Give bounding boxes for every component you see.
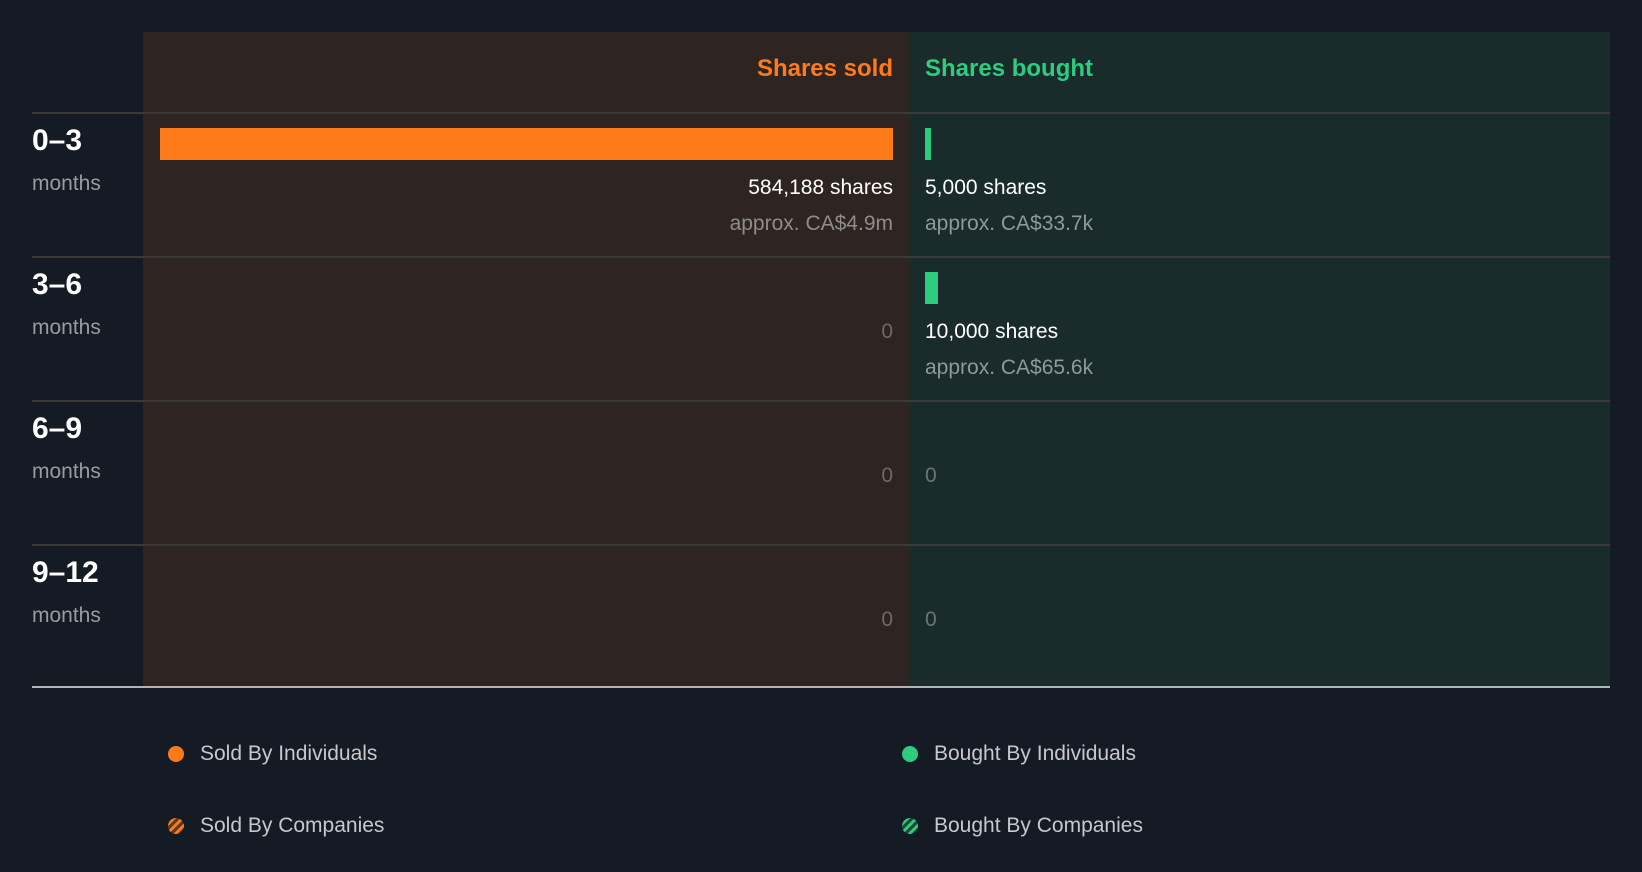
shares-bought-header: Shares bought xyxy=(925,55,1094,82)
range-label: 0–3 xyxy=(32,124,83,157)
bought-zero-value: 0 xyxy=(925,464,937,487)
bought-companies-striped-dot-icon xyxy=(902,818,918,834)
legend-sold-individuals[interactable]: Sold By Individuals xyxy=(168,742,377,766)
legend-label: Bought By Individuals xyxy=(934,742,1136,765)
sold-shares-value: 584,188 shares xyxy=(748,176,893,199)
range-label: 6–9 xyxy=(32,412,83,445)
bought-bar[interactable] xyxy=(925,272,938,304)
legend-label: Bought By Companies xyxy=(934,814,1143,837)
range-unit: months xyxy=(32,316,101,339)
sold-individuals-dot-icon xyxy=(168,746,184,762)
legend-bought-companies[interactable]: Bought By Companies xyxy=(902,814,1143,838)
bought-panel xyxy=(909,32,1610,687)
range-label: 3–6 xyxy=(32,268,83,301)
legend-sold-companies[interactable]: Sold By Companies xyxy=(168,814,384,838)
row-divider xyxy=(32,544,1610,546)
sold-bar[interactable] xyxy=(160,128,893,160)
bought-bar[interactable] xyxy=(925,128,931,160)
axis-line xyxy=(32,686,1610,688)
sold-zero-value: 0 xyxy=(881,320,893,343)
sold-zero-value: 0 xyxy=(881,464,893,487)
bought-zero-value: 0 xyxy=(925,608,937,631)
sold-zero-value: 0 xyxy=(881,608,893,631)
bought-shares-value: 10,000 shares xyxy=(925,320,1059,343)
bought-shares-value: 5,000 shares xyxy=(925,176,1047,199)
range-unit: months xyxy=(32,172,101,195)
range-unit: months xyxy=(32,460,101,483)
legend-label: Sold By Individuals xyxy=(200,742,378,765)
bought-approx-value: approx. CA$65.6k xyxy=(925,356,1094,379)
legend-label: Sold By Companies xyxy=(200,814,385,837)
row-divider xyxy=(32,112,1610,114)
sold-companies-striped-dot-icon xyxy=(168,818,184,834)
range-unit: months xyxy=(32,604,101,627)
bought-approx-value: approx. CA$33.7k xyxy=(925,212,1094,235)
bought-individuals-dot-icon xyxy=(902,746,918,762)
range-label: 9–12 xyxy=(32,556,99,589)
row-divider xyxy=(32,400,1610,402)
shares-sold-header: Shares sold xyxy=(756,55,893,82)
row-divider xyxy=(32,256,1610,258)
sold-approx-value: approx. CA$4.9m xyxy=(729,212,893,235)
legend-bought-individuals[interactable]: Bought By Individuals xyxy=(902,742,1136,766)
